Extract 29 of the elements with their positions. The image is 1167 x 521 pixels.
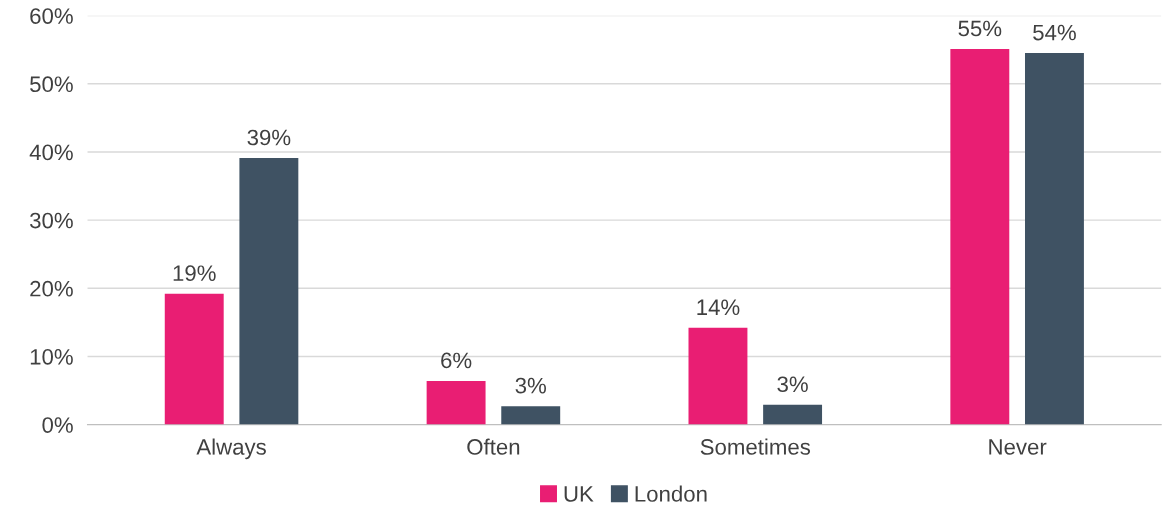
data-label: 3% xyxy=(515,377,546,394)
data-label: 14% xyxy=(697,299,740,316)
y-tick-label: 10% xyxy=(30,348,73,365)
data-label: 54% xyxy=(1033,24,1076,41)
data-label: 3% xyxy=(777,376,808,393)
legend-label: UK xyxy=(564,486,594,502)
bar xyxy=(164,293,224,425)
bar xyxy=(426,380,486,425)
bar xyxy=(239,158,299,425)
data-label: 55% xyxy=(958,20,1002,37)
data-label: 6% xyxy=(441,352,472,369)
legend-label: London xyxy=(635,485,707,502)
x-tick-label: Sometimes xyxy=(700,438,811,455)
y-tick-label: 30% xyxy=(30,212,73,229)
bar xyxy=(1025,53,1084,425)
data-label: 19% xyxy=(173,265,216,282)
y-tick-label: 60% xyxy=(30,8,73,24)
bar xyxy=(688,327,748,425)
y-tick-label: 50% xyxy=(30,76,73,93)
bar xyxy=(950,49,1010,425)
y-tick-label: 0% xyxy=(42,417,73,433)
bar xyxy=(501,406,561,425)
x-tick-label: Often xyxy=(467,438,520,455)
y-tick-label: 40% xyxy=(29,144,73,161)
data-label: 39% xyxy=(247,129,291,146)
x-tick-label: Never xyxy=(989,439,1047,455)
bar xyxy=(763,404,823,425)
x-tick-label: Always xyxy=(196,438,266,460)
y-tick-label: 20% xyxy=(30,280,73,297)
